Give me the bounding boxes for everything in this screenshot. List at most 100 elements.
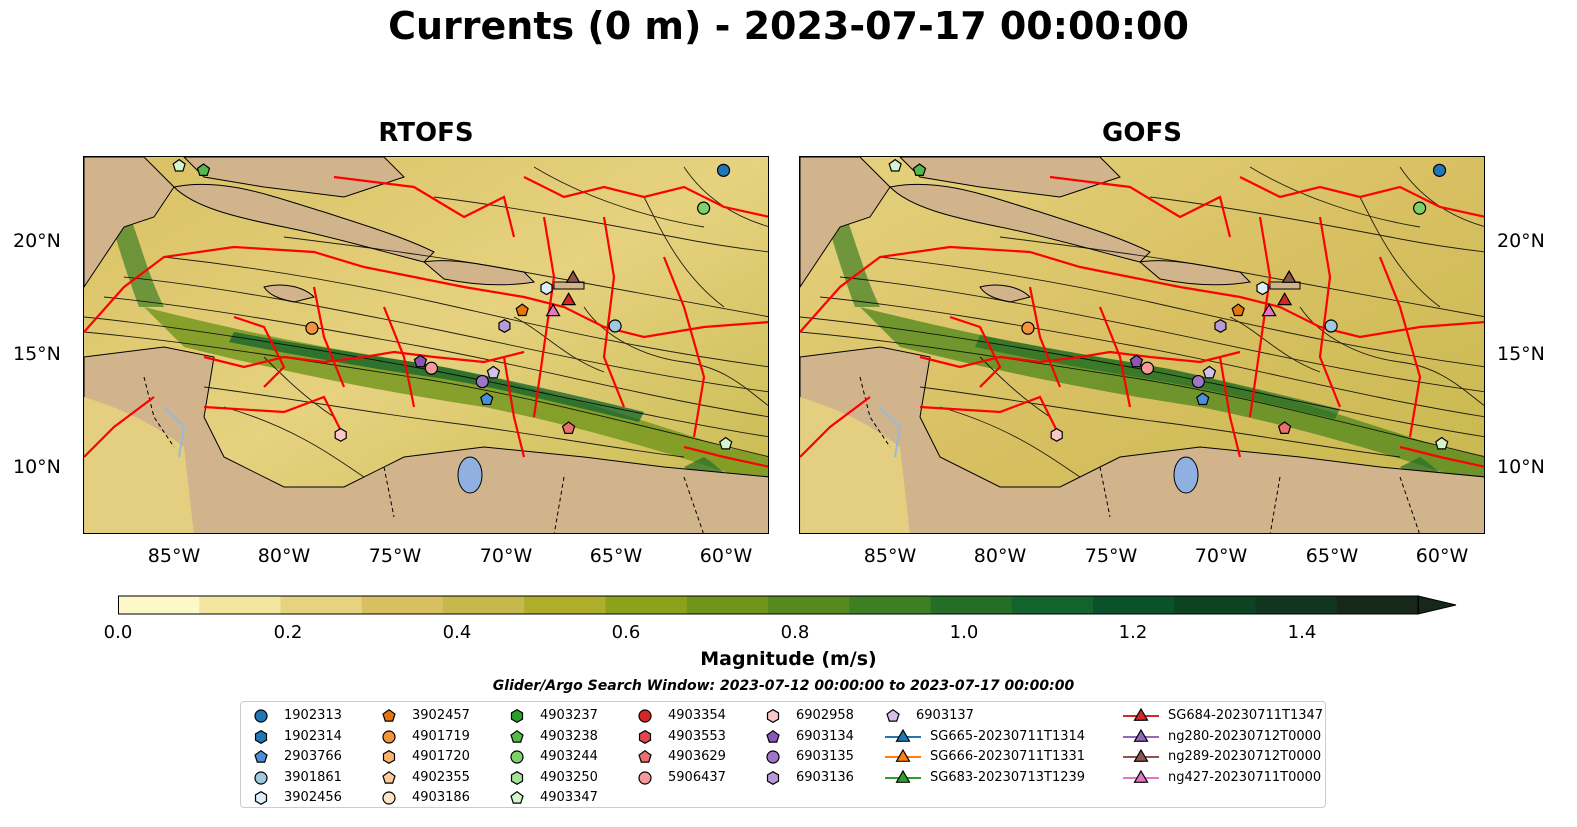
- colorbar-tick-0: 0.0: [103, 622, 133, 643]
- land-puerto-rico: [553, 281, 585, 290]
- map-marker-4903250: [719, 436, 733, 450]
- legend-marker-icon: [510, 750, 524, 764]
- legend-marker-icon: [638, 729, 652, 744]
- legend-label: 5906437: [668, 769, 726, 785]
- colorbar-segment: [930, 596, 1013, 614]
- panel-title-gofs: GOFS: [1102, 118, 1182, 148]
- legend-label: 4903354: [668, 708, 726, 723]
- legend-marker-icon: [1123, 707, 1159, 721]
- map-marker-6903136: [498, 319, 511, 333]
- map-marker-3902456: [1256, 281, 1269, 296]
- legend: 1902313 1902314 2903766 3901861 3902456 39024…: [240, 701, 1326, 808]
- colorbar-tick-6: 1.2: [1118, 622, 1148, 643]
- legend-marker-icon: [885, 769, 921, 783]
- legend-label: 6903135: [796, 749, 854, 764]
- legend-marker-icon: [254, 770, 268, 785]
- colorbar-segment: [768, 596, 850, 614]
- legend-label: 4903238: [540, 728, 598, 744]
- legend-label: ng289-20230712T0000: [1168, 749, 1322, 764]
- colorbar-tick-7: 1.4: [1287, 622, 1317, 643]
- map-marker-6903135: [475, 374, 489, 389]
- land-cuba: [172, 183, 435, 263]
- colorbar-svg: [118, 595, 1457, 615]
- land-hispaniola: [422, 260, 536, 286]
- lon-label-rtofs-70: 70°W: [479, 545, 533, 567]
- lon-label-gofs-80: 80°W: [973, 545, 1027, 567]
- legend-marker-icon: [1123, 748, 1159, 762]
- map-marker-4903238: [912, 163, 927, 176]
- streamlines: [800, 166, 1484, 478]
- legend-marker-icon: [382, 729, 396, 744]
- map-marker-1902313: [716, 163, 731, 177]
- map-marker-2903766: [480, 392, 494, 406]
- map-marker-ng427-20230711t0000: [1261, 303, 1277, 317]
- colorbar-extend-arrow: [1417, 595, 1457, 615]
- lat-label-right-10: 10°N: [1497, 456, 1545, 478]
- panel-title-rtofs: RTOFS: [378, 118, 474, 148]
- legend-marker-icon: [638, 770, 652, 785]
- legend-label: 3902457: [412, 708, 470, 723]
- map-marker-3902456: [540, 281, 553, 296]
- lon-label-gofs-70: 70°W: [1194, 545, 1248, 567]
- colorbar-segment: [1093, 596, 1175, 614]
- map-marker-4903629: [561, 421, 576, 434]
- legend-label: 2903766: [284, 749, 342, 764]
- legend-marker-icon: [510, 790, 524, 804]
- land-cuba: [888, 183, 1151, 263]
- map-marker-3902457: [1231, 303, 1245, 317]
- legend-marker-icon: [766, 750, 780, 764]
- land-hispaniola: [1138, 260, 1252, 286]
- map-marker-6903137: [1202, 365, 1217, 379]
- lat-label-left-20: 20°N: [13, 230, 61, 252]
- rtofs-map[interactable]: [83, 156, 769, 534]
- map-marker-4901719: [1021, 321, 1035, 335]
- legend-label: 4903186: [412, 790, 470, 805]
- lake-maracaibo: [1173, 456, 1199, 494]
- platform-markers: [172, 158, 733, 450]
- land-puerto-rico: [1269, 281, 1301, 290]
- legend-marker-icon: [382, 770, 396, 784]
- gofs-map[interactable]: [799, 156, 1485, 534]
- map-marker-6903135: [1191, 374, 1205, 389]
- map-marker-4903238: [196, 163, 211, 176]
- lon-label-gofs-65: 65°W: [1305, 545, 1359, 567]
- legend-label: 4903553: [668, 728, 726, 744]
- search-window-text: Glider/Argo Search Window: 2023-07-12 00…: [492, 678, 1075, 694]
- map-marker-6902958: [1050, 427, 1063, 442]
- legend-marker-icon: [254, 749, 268, 763]
- platform-markers: [888, 158, 1449, 450]
- colorbar-segment: [443, 596, 525, 614]
- colorbar-segment: [849, 596, 931, 614]
- lat-label-left-10: 10°N: [13, 456, 61, 478]
- legend-marker-icon: [885, 728, 921, 742]
- land-jamaica: [263, 284, 315, 303]
- colorbar-segment: [118, 596, 200, 614]
- lake-maracaibo: [457, 456, 483, 494]
- legend-marker-icon: [254, 791, 268, 805]
- lon-label-rtofs-85: 85°W: [147, 545, 201, 567]
- lon-label-gofs-85: 85°W: [863, 545, 917, 567]
- map-marker-4903244: [1413, 201, 1427, 215]
- legend-marker-icon: [254, 729, 268, 744]
- colorbar-segment: [1174, 596, 1256, 614]
- map-marker-3901861: [608, 319, 622, 333]
- land-yucatan: [800, 157, 891, 288]
- lon-label-gofs-60: 60°W: [1415, 545, 1469, 567]
- map-marker-3901861: [1324, 319, 1338, 333]
- legend-label: 4902355: [412, 769, 470, 785]
- legend-label: ng427-20230711T0000: [1168, 769, 1322, 785]
- map-marker-6903134: [413, 354, 428, 368]
- colorbar: [118, 594, 1458, 618]
- legend-label: 4903250: [540, 769, 598, 785]
- colorbar-tick-2: 0.4: [442, 622, 472, 643]
- legend-marker-icon: [510, 729, 524, 743]
- land-florida: [183, 157, 405, 198]
- legend-marker-icon: [1123, 728, 1159, 742]
- legend-label: 6902958: [796, 708, 854, 723]
- legend-label: 1902314: [284, 728, 342, 744]
- map-marker-ng289-20230712t0000: [1281, 269, 1297, 283]
- legend-marker-icon: [1123, 769, 1159, 783]
- colorbar-segment: [280, 596, 363, 614]
- map-marker-4901719: [305, 321, 319, 335]
- legend-label: SG666-20230711T1331: [930, 749, 1086, 764]
